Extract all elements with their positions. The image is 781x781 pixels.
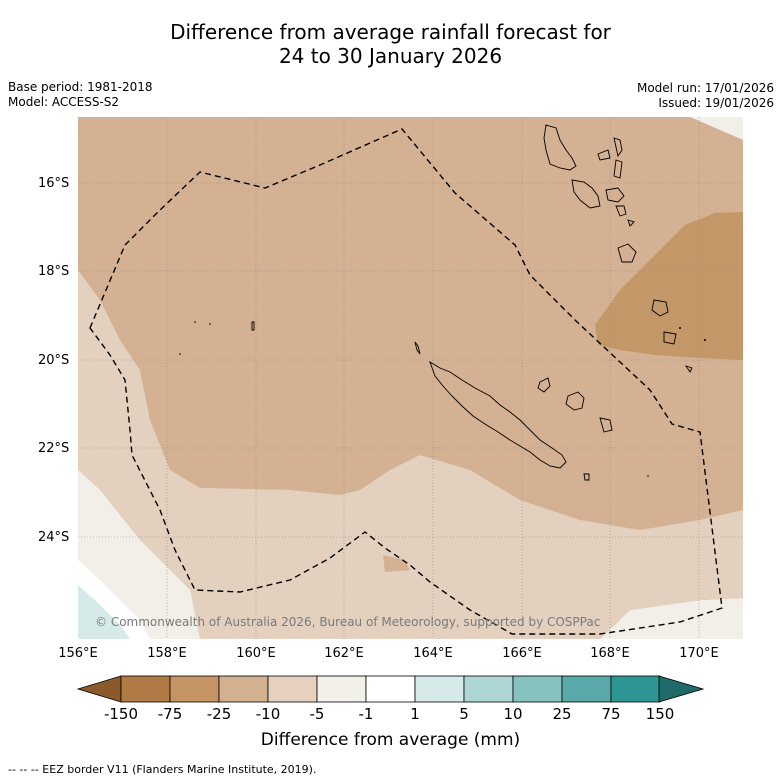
field-negative-25: [78, 117, 743, 639]
small-islets: [179, 321, 706, 477]
colorbar-cell: [120, 675, 171, 703]
lon-label-168e: 168°E: [590, 646, 630, 661]
lon-label-164e: 164°E: [413, 646, 453, 661]
field-teal-sw: [78, 585, 130, 639]
lat-label-16s: 16°S: [38, 176, 70, 191]
lon-label-166e: 166°E: [502, 646, 542, 661]
island-pines: [583, 473, 590, 481]
island-erromango: [651, 299, 669, 317]
field-light-ne: [690, 117, 743, 140]
colorbar-tick-label: 10: [503, 705, 523, 723]
island-belep: [414, 341, 421, 355]
eez-legend-note: -- -- -- EEZ border V11 (Flanders Marine…: [8, 763, 317, 776]
colorbar-cell: [218, 675, 269, 703]
colorbar-tick-label: -150: [103, 705, 139, 723]
colorbar-right-arrow: [658, 675, 705, 703]
meta-right: Model run: 17/01/2026 Issued: 19/01/2026: [637, 81, 774, 111]
coastlines: [251, 124, 693, 481]
colorbar-tick-label: -5: [309, 705, 325, 723]
colorbar-tick-label: 75: [601, 705, 621, 723]
model-run: Model run: 17/01/2026: [636, 81, 774, 95]
colorbar-cells: [120, 675, 661, 703]
field-south-light: [200, 455, 743, 639]
title-line-2: 24 to 30 January 2026: [278, 44, 503, 68]
colorbar-cell: [316, 675, 367, 703]
colorbar-left-arrow: [76, 675, 122, 703]
copyright-notice: © Commonwealth of Australia 2026, Bureau…: [95, 615, 601, 629]
island-efate: [617, 243, 637, 263]
lat-label-24s: 24°S: [38, 530, 70, 545]
eez-border: [89, 128, 723, 635]
colorbar-cell: [414, 675, 465, 703]
island-epi: [615, 205, 627, 217]
island-maewo: [613, 137, 623, 158]
colorbar-title: Difference from average (mm): [260, 730, 521, 750]
island-malakula: [571, 179, 601, 209]
chart-title: Difference from average rainfall forecas…: [0, 20, 781, 68]
colorbar-cell: [610, 675, 661, 703]
island-espiritu-santo: [543, 124, 577, 171]
colorbar-cell: [512, 675, 563, 703]
field-small-patch: [383, 555, 410, 572]
island-ouvea: [537, 377, 551, 393]
colorbar-tick-label: 150: [645, 705, 675, 723]
colorbar: [76, 675, 705, 703]
lon-label-158e: 158°E: [147, 646, 187, 661]
island-ambrym: [605, 187, 625, 203]
lon-label-162e: 162°E: [324, 646, 364, 661]
colorbar-tick-label: -10: [255, 705, 281, 723]
meta-left: Base period: 1981-2018 Model: ACCESS-S2: [8, 80, 153, 110]
island-lifou: [565, 391, 585, 411]
lat-label-18s: 18°S: [38, 264, 70, 279]
colorbar-tick-label: -75: [157, 705, 183, 723]
colorbar-cell: [267, 675, 318, 703]
base-period: Base period: 1981-2018: [8, 80, 153, 94]
lat-label-22s: 22°S: [38, 441, 70, 456]
colorbar-cell: [463, 675, 514, 703]
lon-label-170e: 170°E: [679, 646, 719, 661]
colorbar-tick-label: -25: [206, 705, 232, 723]
colorbar-tick-label: -1: [358, 705, 374, 723]
colorbar-tick-label: 1: [410, 705, 420, 723]
field-light-se: [600, 598, 743, 639]
model-name: Model: ACCESS-S2: [8, 95, 120, 109]
grid-lines: [78, 117, 743, 639]
issued-date: Issued: 19/01/2026: [658, 96, 774, 110]
island-shepherd: [627, 219, 635, 227]
colorbar-cell: [561, 675, 612, 703]
colorbar-cell: [169, 675, 220, 703]
island-tanna: [663, 331, 677, 345]
lon-label-156e: 156°E: [58, 646, 98, 661]
colorbar-tick-label: 5: [459, 705, 469, 723]
title-line-1: Difference from average rainfall forecas…: [170, 20, 611, 44]
lat-label-20s: 20°S: [38, 353, 70, 368]
field-negative-75: [595, 212, 743, 360]
island-chesterfield: [251, 321, 255, 331]
island-ambae: [597, 149, 611, 161]
island-grande-terre: [429, 360, 567, 469]
lon-label-160e: 160°E: [236, 646, 276, 661]
island-aneityum: [684, 365, 693, 373]
colorbar-tick-label: 25: [552, 705, 572, 723]
island-mare: [599, 417, 613, 433]
rainfall-field: [78, 117, 743, 639]
colorbar-cell: [365, 675, 416, 703]
island-pentecost: [613, 159, 623, 179]
